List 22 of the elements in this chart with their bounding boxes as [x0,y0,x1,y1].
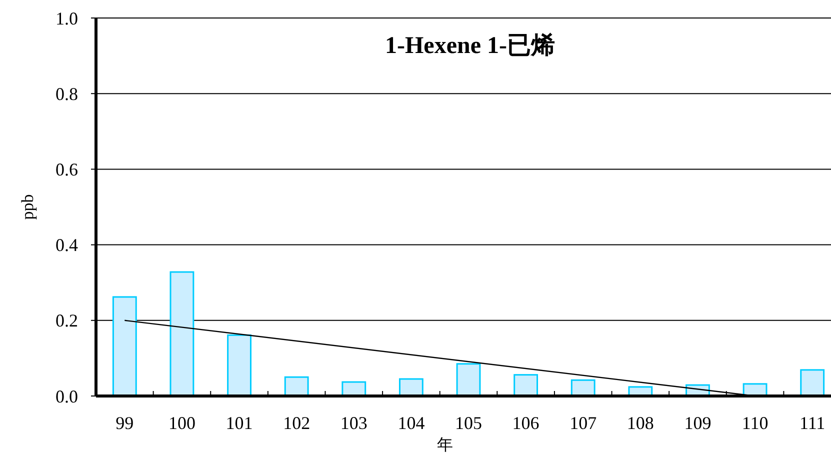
x-tick-label: 107 [570,413,597,433]
x-tick-label: 102 [283,413,310,433]
x-axis-title: 年 [437,437,453,453]
y-tick-label: 1.0 [56,8,78,28]
x-tick-label: 110 [742,413,768,433]
x-tick-label: 111 [800,413,826,433]
y-tick-label: 0.2 [56,310,78,331]
y-axis-title: ppb [18,194,37,220]
y-tick-label: 0.0 [56,386,78,406]
x-tick-label: 109 [684,413,712,433]
x-tick-label: 108 [626,413,654,433]
x-tick-label: 103 [340,413,368,433]
x-tick-label: 100 [168,413,196,433]
y-tick-label: 0.4 [56,235,78,256]
x-tick-label: 101 [226,413,253,433]
x-tick-label: 105 [455,413,482,433]
x-tick-label: 104 [398,413,425,433]
y-tick-label: 0.8 [56,84,78,104]
text: 1-Hexene 1-已烯 [385,32,555,59]
x-tick-label: 106 [512,413,540,433]
x-tick-label: 99 [116,413,134,433]
y-tick-label: 0.6 [56,160,78,180]
